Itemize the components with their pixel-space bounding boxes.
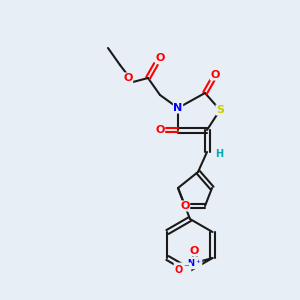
Text: N$^+$: N$^+$: [187, 257, 202, 269]
Text: O$^-$: O$^-$: [174, 263, 191, 275]
Text: N: N: [173, 103, 183, 113]
Text: O: O: [123, 73, 133, 83]
Text: O: O: [155, 53, 165, 63]
Text: S: S: [216, 105, 224, 115]
Text: O: O: [190, 246, 199, 256]
Text: O: O: [180, 201, 190, 211]
Text: H: H: [215, 149, 223, 159]
Text: O: O: [155, 125, 165, 135]
Text: O: O: [210, 70, 220, 80]
